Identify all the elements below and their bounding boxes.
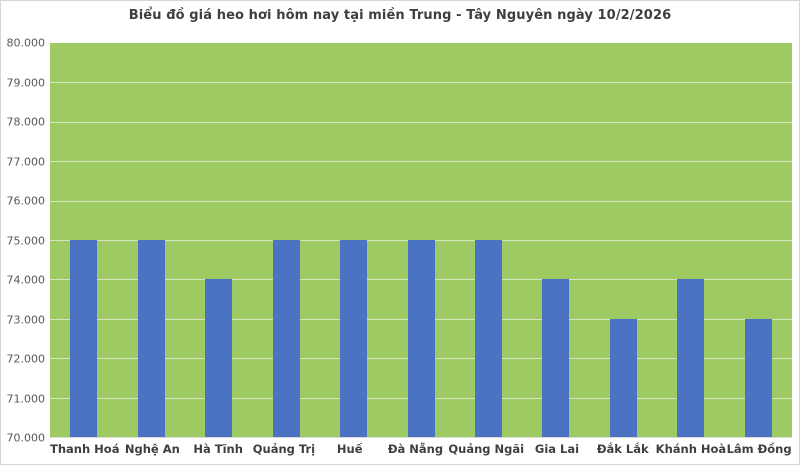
gridline [50, 200, 792, 202]
y-tick-label: 72.000 [6, 352, 46, 366]
gridline [50, 121, 792, 123]
bar-quảng-trị [272, 240, 300, 437]
bar-hà-tĩnh [205, 279, 233, 437]
chart-title: Biểu đồ giá heo hơi hôm nay tại miền Tru… [128, 8, 672, 23]
x-category-label: Đà Nẵng [387, 442, 444, 456]
x-category-label: Quảng Ngãi [448, 442, 525, 456]
x-category-label: Nghệ An [124, 442, 180, 456]
y-tick-label: 77.000 [6, 155, 46, 168]
y-tick-label: 75.000 [6, 234, 46, 247]
x-category-label: Hà Tĩnh [193, 442, 243, 456]
y-tick-label: 76.000 [6, 194, 46, 208]
y-tick-label: 70.000 [6, 431, 46, 445]
y-tick-label: 78.000 [6, 115, 46, 129]
bar-đà-nẵng [407, 240, 435, 437]
y-axis: 80.000 79.000 78.000 77.000 76.000 75.000 74.0… [1, 37, 46, 445]
bar-lâm-đồng [744, 318, 772, 437]
bar-đắk-lắk [609, 318, 637, 437]
bar-gia-lai [542, 279, 570, 437]
x-category-label: Lâm Đồng [726, 442, 792, 456]
x-category-label: Quảng Trị [252, 442, 316, 456]
x-category-label: Đắk Lắk [596, 442, 649, 456]
x-category-label: Khánh Hoà [655, 442, 727, 456]
x-category-label: Thanh Hoá [50, 442, 120, 456]
x-category-label: Gia Lai [534, 442, 580, 456]
y-tick-label: 79.000 [6, 76, 46, 89]
x-category-label: Huế [336, 442, 363, 456]
bar-huế [340, 240, 368, 437]
bar-nghệ-an [137, 240, 165, 437]
bar-quảng-ngãi [474, 240, 502, 437]
y-tick-label: 80.000 [6, 36, 46, 50]
bar-thanh-hoá [70, 240, 98, 437]
x-axis: Thanh Hoá Nghệ An Hà Tĩnh Quảng Trị Huế Đà Nẵ… [50, 442, 792, 456]
y-tick-label: 73.000 [6, 313, 46, 326]
y-tick-label: 71.000 [6, 392, 46, 405]
plot-area [50, 43, 792, 438]
y-tick-label: 74.000 [6, 273, 46, 287]
gridline [50, 82, 792, 84]
gridline [50, 161, 792, 163]
bar-khánh-hoà [677, 279, 705, 437]
